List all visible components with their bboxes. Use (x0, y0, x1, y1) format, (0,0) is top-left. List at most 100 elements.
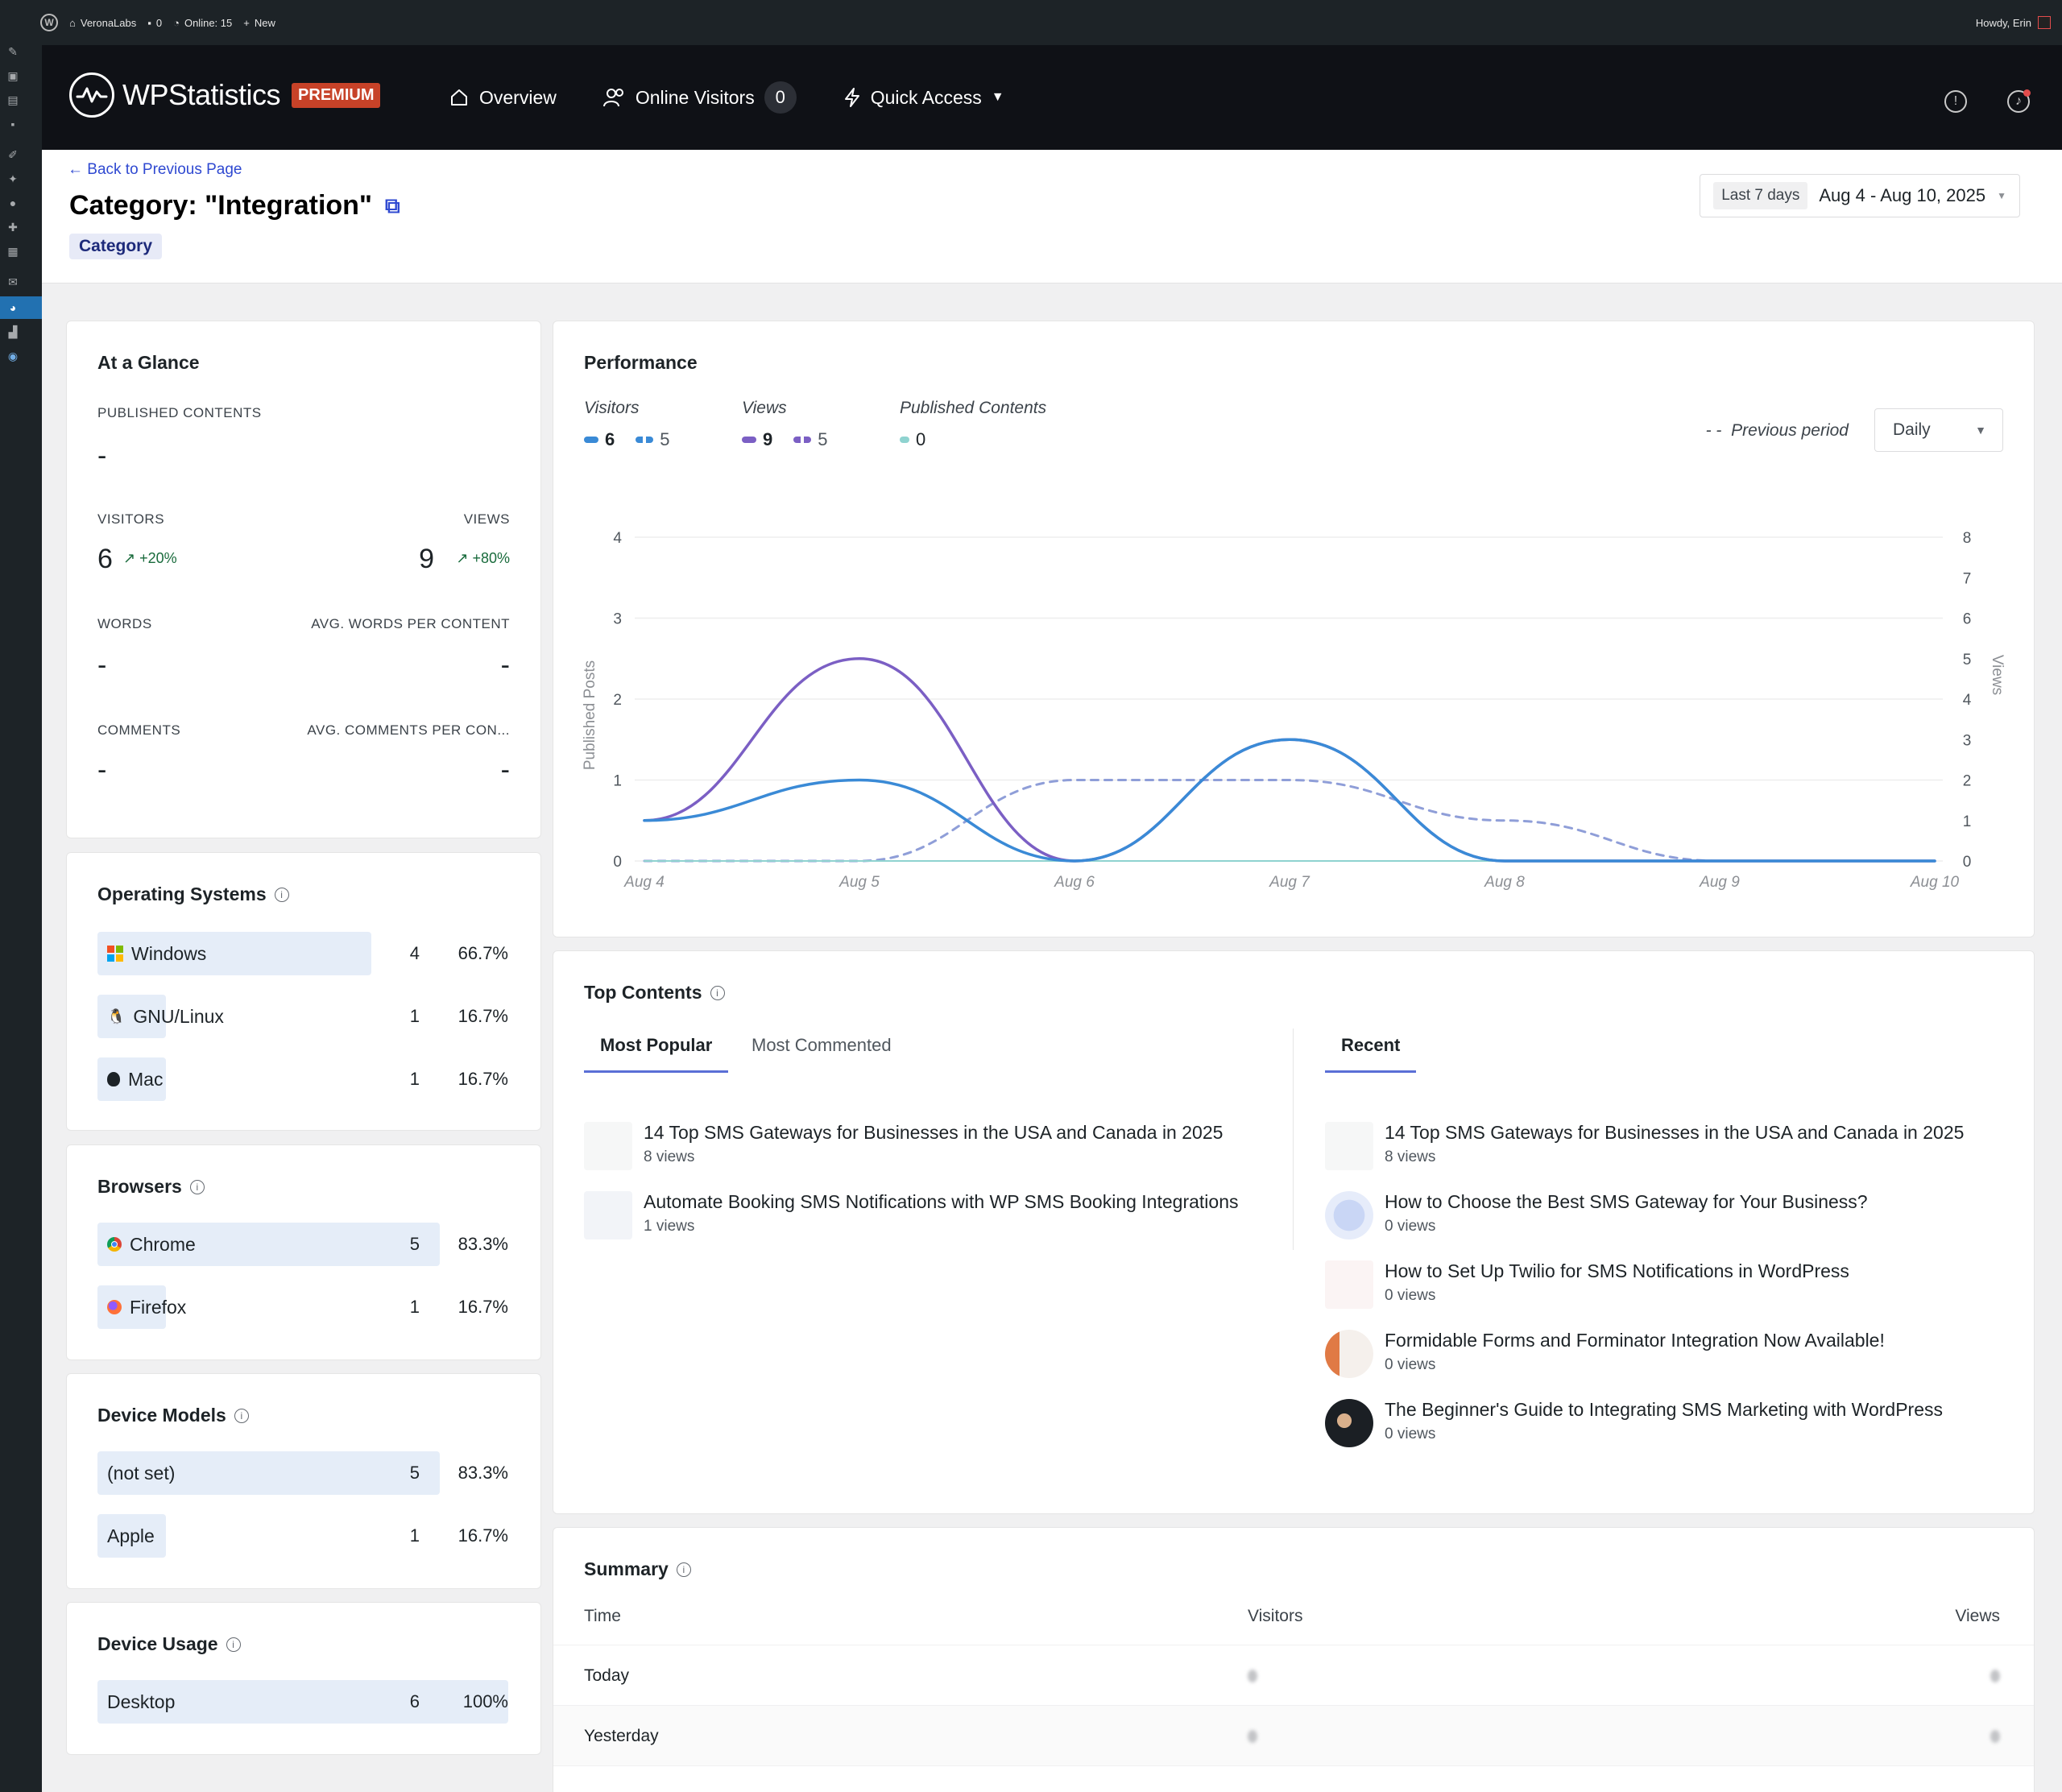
recent-item[interactable]: The Beginner's Guide to Integrating SMS … (1325, 1399, 1943, 1447)
previous-period-legend[interactable]: - - Previous period (1705, 421, 1849, 440)
info-icon[interactable]: i (226, 1637, 241, 1652)
tab-most-popular[interactable]: Most Popular (584, 1035, 729, 1073)
comments-link[interactable]: ▪ 0 (147, 16, 163, 29)
my-account[interactable]: Howdy, Erin (1976, 0, 2051, 45)
chevron-down-icon: ▼ (1975, 424, 1986, 437)
divider (1293, 1028, 1294, 1250)
bell-icon[interactable]: ♪ (2007, 89, 2031, 113)
percent: 16.7% (458, 1297, 508, 1317)
info-icon[interactable]: i (710, 985, 725, 1000)
appearance-icon[interactable]: ✐ (8, 148, 18, 161)
device-model-row[interactable]: (not set) 5 83.3% (97, 1451, 508, 1495)
online-link[interactable]: ◔ Online: 15 (173, 16, 233, 29)
table-row: Today (553, 1645, 2034, 1705)
share-bar (97, 1223, 440, 1266)
settings-icon[interactable]: ▦ (7, 245, 19, 258)
card-title: Operating Systems i (97, 884, 289, 905)
arrow-up-right-icon: ↗ (456, 550, 469, 566)
recent-item[interactable]: How to Set Up Twilio for SMS Notificatio… (1325, 1260, 1849, 1309)
plugins-icon[interactable]: ✦ (8, 172, 18, 185)
users-icon[interactable]: ● (9, 197, 17, 209)
os-row-linux[interactable]: 🐧 GNU/Linux 1 16.7% (97, 995, 508, 1038)
legend-published[interactable]: Published Contents 0 (900, 399, 1047, 450)
avg-words-value: - (500, 650, 510, 681)
comments-icon[interactable]: ▪ (10, 118, 15, 130)
post-thumbnail (584, 1191, 632, 1240)
popular-item[interactable]: 14 Top SMS Gateways for Businesses in th… (584, 1122, 1223, 1170)
recent-item[interactable]: Formidable Forms and Forminator Integrat… (1325, 1330, 1885, 1378)
count: 5 (409, 1463, 420, 1483)
post-thumbnail (1325, 1191, 1373, 1240)
count: 1 (409, 1006, 420, 1026)
popular-item[interactable]: Automate Booking SMS Notifications with … (584, 1191, 1238, 1240)
circle-icon[interactable]: ◉ (7, 350, 19, 362)
mail-icon[interactable]: ✉ (8, 275, 18, 288)
legend-visitors[interactable]: Visitors 6 5 (584, 399, 670, 450)
brand-logo-link[interactable]: WPStatistics PREMIUM (69, 72, 381, 118)
visitors-value: 6 (97, 544, 113, 574)
date-range-text: Aug 4 - Aug 10, 2025 (1819, 185, 1986, 205)
pin-icon[interactable]: ✎ (8, 45, 18, 58)
views-label: VIEWS (463, 511, 510, 527)
wordpress-logo-icon[interactable]: W (40, 14, 58, 31)
notice-icon[interactable]: ! (1944, 90, 1967, 113)
y-right-tick-label: 4 (1963, 692, 1972, 709)
device-usage-row[interactable]: Desktop 6 100% (97, 1680, 508, 1724)
admin-bar: W ⌂ VeronaLabs ▪ 0 ◔ Online: 15 + New Howdy,… (0, 0, 2062, 45)
card-title: Device Models i (97, 1405, 249, 1426)
interval-select[interactable]: Daily ▼ (1874, 408, 2003, 452)
legend-views[interactable]: Views 9 5 (742, 399, 828, 450)
home-icon: ⌂ (69, 16, 76, 29)
legend-visitors-previous[interactable]: 5 (636, 429, 670, 450)
media-icon[interactable]: ▣ (7, 69, 19, 82)
share-bar (97, 1514, 167, 1558)
statistics-icon[interactable]: ◕ (9, 301, 17, 314)
count: 5 (409, 1234, 420, 1254)
col-visitors: Visitors (1248, 1607, 1303, 1625)
nav-quick-access[interactable]: Quick Access ▼ (843, 87, 1004, 109)
tab-recent[interactable]: Recent (1325, 1035, 1417, 1073)
loading-placeholder (1990, 1730, 2000, 1743)
legend-visitors-current[interactable]: 6 (584, 429, 615, 450)
tools-icon[interactable]: ✚ (8, 221, 18, 234)
chart-icon[interactable]: ▟ (8, 325, 18, 338)
percent: 16.7% (458, 1525, 508, 1546)
count: 4 (409, 943, 420, 963)
browser-row-chrome[interactable]: Chrome 5 83.3% (97, 1223, 508, 1266)
back-to-previous-link[interactable]: ← Back to Previous Page (68, 161, 242, 178)
site-name-link[interactable]: ⌂ VeronaLabs (69, 16, 137, 29)
device-model-row[interactable]: Apple 1 16.7% (97, 1514, 508, 1558)
os-row-windows[interactable]: Windows 4 66.7% (97, 932, 508, 975)
browser-row-firefox[interactable]: Firefox 1 16.7% (97, 1285, 508, 1329)
pages-icon[interactable]: ▤ (7, 93, 19, 106)
words-label: WORDS (97, 616, 152, 631)
swatch (584, 437, 598, 443)
recent-item[interactable]: How to Choose the Best SMS Gateway for Y… (1325, 1191, 1868, 1240)
device-usage-card: Device Usage i Desktop 6 100% (66, 1602, 541, 1755)
linux-icon: 🐧 (107, 1008, 126, 1024)
nav-overview[interactable]: Overview (449, 87, 557, 109)
nav-online-visitors[interactable]: Online Visitors 0 (602, 81, 797, 114)
legend-views-previous[interactable]: 5 (793, 429, 828, 450)
y-right-tick-label: 0 (1963, 854, 1972, 871)
visitors-label: VISITORS (97, 511, 165, 527)
info-icon[interactable]: i (274, 887, 289, 902)
comment-bubble-icon: ▪ (147, 16, 151, 29)
page-header: ← Back to Previous Page Category: "Integ… (42, 150, 2062, 283)
recent-item[interactable]: 14 Top SMS Gateways for Businesses in th… (1325, 1122, 1964, 1170)
page-title: Category: "Integration" ⧉ (69, 190, 400, 221)
legend-views-current[interactable]: 9 (742, 429, 772, 450)
info-icon[interactable]: i (189, 1179, 205, 1194)
legend-published-current[interactable]: 0 (900, 429, 925, 450)
apple-icon (107, 1072, 120, 1086)
info-icon[interactable]: i (234, 1408, 249, 1423)
date-range-picker[interactable]: Last 7 days Aug 4 - Aug 10, 2025 ▼ (1700, 174, 2020, 217)
premium-badge: PREMIUM (292, 82, 381, 108)
external-link-icon[interactable]: ⧉ (385, 192, 400, 217)
new-link[interactable]: + New (243, 16, 275, 29)
active-menu-item-statistics[interactable] (0, 296, 42, 319)
tab-most-commented[interactable]: Most Commented (752, 1035, 892, 1055)
os-row-mac[interactable]: Mac 1 16.7% (97, 1057, 508, 1101)
info-icon[interactable]: i (676, 1562, 691, 1577)
x-tick-label: Aug 6 (1054, 874, 1095, 891)
